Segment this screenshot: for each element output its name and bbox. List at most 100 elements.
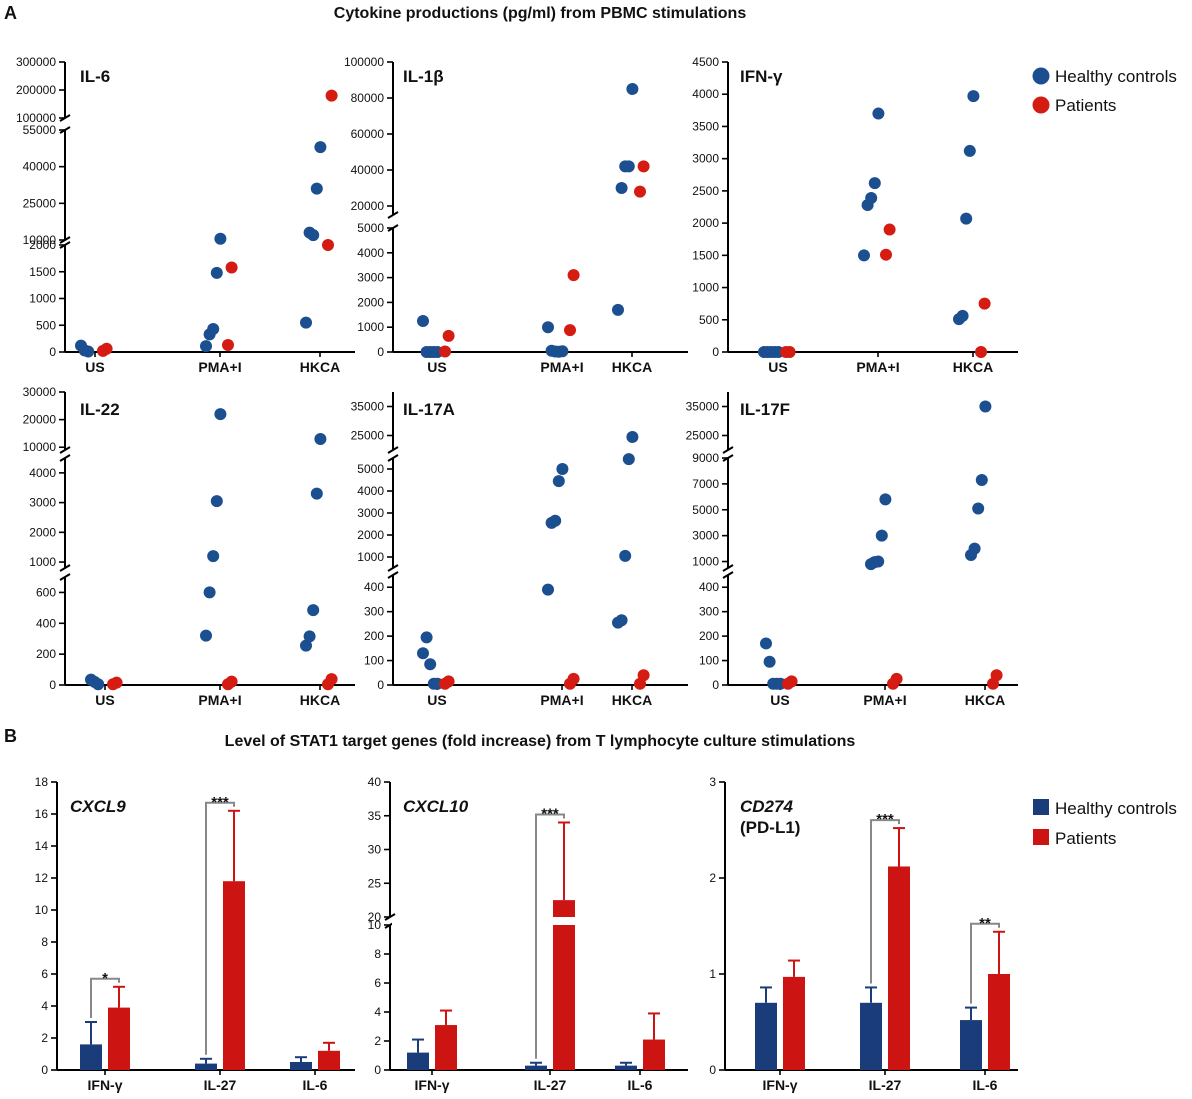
legend-a: Healthy controls Patients: [1032, 67, 1177, 115]
x-tick-label: IL-6: [973, 1077, 998, 1093]
point-patient: [225, 261, 238, 274]
x-tick-label: US: [427, 359, 446, 375]
y-tick-label: 35000: [686, 400, 720, 414]
y-tick-label: 20000: [351, 199, 385, 213]
point-healthy: [619, 549, 632, 562]
chart-2: 0 500 1000 1500 2000 2500 3000 3500 4000 4500 US PM…: [692, 55, 1018, 375]
y-tick-label: 300: [364, 605, 384, 619]
y-tick-label: 5000: [357, 462, 384, 476]
legend-b-label-healthy: Healthy controls: [1055, 799, 1177, 818]
y-tick-label: 200000: [16, 83, 56, 97]
point-healthy: [314, 432, 327, 445]
point-patient: [880, 248, 892, 261]
y-tick-label: 25000: [23, 196, 57, 210]
bar-healthy: [407, 1052, 429, 1070]
chart-subtitle: (PD-L1): [740, 818, 800, 837]
y-tick-label: 100: [699, 654, 719, 668]
y-tick-label: 6: [374, 976, 381, 990]
legend-b: Healthy controls Patients: [1033, 799, 1177, 848]
x-tick-label: PMA+I: [856, 359, 899, 375]
point-patient: [110, 676, 123, 689]
axis-break-gap: [392, 917, 690, 925]
y-tick-label: 500: [699, 313, 719, 327]
legend-b-marker-healthy: [1033, 799, 1049, 815]
panel-a-letter: A: [4, 3, 17, 23]
point-patient: [567, 672, 580, 685]
y-tick-label: 40000: [351, 163, 385, 177]
point-healthy: [612, 303, 624, 316]
y-tick-label: 1: [709, 967, 716, 981]
y-tick-label: 2000: [692, 216, 719, 230]
y-tick-label: 9000: [692, 451, 719, 465]
x-tick-label: HKCA: [300, 692, 340, 708]
x-tick-label: US: [85, 359, 104, 375]
point-patient: [442, 329, 455, 342]
y-tick-label: 4500: [692, 55, 719, 69]
point-healthy: [868, 177, 881, 190]
chart-title: CXCL10: [403, 797, 469, 816]
point-healthy: [307, 229, 320, 242]
y-tick-label: 3500: [692, 119, 719, 133]
legend-b-marker-patients: [1033, 829, 1049, 845]
x-tick-label: IFN-γ: [88, 1077, 123, 1093]
point-patient: [634, 185, 646, 198]
significance-label: **: [979, 915, 991, 932]
y-tick-label: 2: [374, 1034, 381, 1048]
y-tick-label: 3: [709, 775, 716, 789]
y-tick-label: 2000: [29, 525, 56, 539]
y-tick-label: 0: [374, 1063, 381, 1077]
x-tick-label: IL-6: [628, 1077, 653, 1093]
y-tick-label: 10000: [23, 233, 57, 247]
panel-a-title: Cytokine productions (pg/ml) from PBMC s…: [334, 5, 747, 22]
point-healthy: [956, 309, 969, 322]
significance-bracket: [970, 922, 1000, 1004]
y-tick-label: 8: [374, 947, 381, 961]
y-tick-label: 5000: [357, 221, 384, 235]
y-tick-label: 0: [41, 1063, 48, 1077]
y-tick-label: 8: [41, 935, 48, 949]
chart-5: 0 100 200 300 400 1000 3000 5000 7000 9000 25000 35…: [686, 392, 1018, 708]
point-patient: [975, 346, 987, 358]
point-healthy: [300, 316, 312, 329]
legend-a-label-patients: Patients: [1055, 96, 1116, 115]
point-patient: [783, 346, 796, 358]
y-tick-label: 0: [377, 678, 384, 692]
significance-label: ***: [541, 806, 559, 823]
y-tick-label: 5000: [692, 503, 719, 517]
y-tick-label: 0: [49, 678, 56, 692]
chart-1: 0 1000 2000 3000 4000 5000 20000 40000 60000 8000…: [344, 55, 688, 375]
chart-title: IL-17F: [740, 400, 790, 419]
y-tick-label: 10: [368, 918, 382, 932]
legend-b-label-patients: Patients: [1055, 829, 1116, 848]
y-tick-label: 80000: [351, 91, 385, 105]
chart-title: IL-1β: [403, 67, 444, 86]
significance-bracket: [205, 801, 235, 1055]
chart-title: IFN-γ: [740, 67, 783, 86]
y-tick-label: 2000: [357, 295, 384, 309]
point-healthy: [963, 144, 976, 157]
point-healthy: [307, 604, 320, 617]
y-tick-label: 0: [377, 345, 384, 359]
y-tick-label: 18: [35, 775, 49, 789]
point-healthy: [872, 107, 885, 120]
y-tick-label: 400: [699, 580, 719, 594]
y-tick-label: 3000: [357, 506, 384, 520]
y-tick-label: 200: [699, 629, 719, 643]
bar-healthy: [755, 1002, 777, 1070]
y-tick-label: 25: [368, 876, 382, 890]
point-patient: [567, 269, 580, 282]
point-healthy: [92, 678, 105, 691]
axis-break-mark: [387, 454, 399, 462]
point-healthy: [615, 182, 628, 194]
legend-a-marker-patients: [1032, 96, 1050, 114]
point-healthy: [967, 90, 980, 103]
point-healthy: [556, 463, 569, 475]
y-tick-label: 10000: [23, 440, 57, 454]
point-healthy: [200, 340, 212, 353]
y-tick-label: 0: [712, 678, 719, 692]
point-healthy: [556, 345, 569, 358]
point-healthy: [210, 495, 223, 508]
y-tick-label: 4: [374, 1005, 381, 1019]
